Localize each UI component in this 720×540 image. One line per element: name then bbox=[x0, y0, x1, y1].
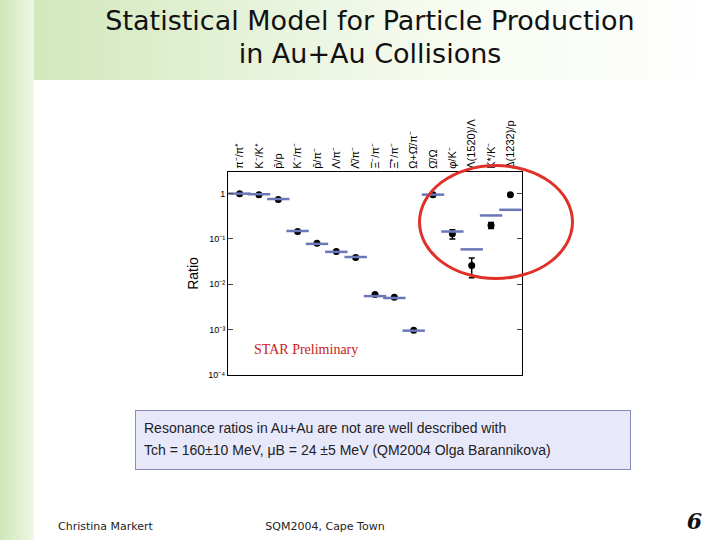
svg-text:K⁻/K⁺: K⁻/K⁺ bbox=[253, 143, 265, 169]
svg-text:Ω̄/Ω: Ω̄/Ω bbox=[427, 149, 439, 169]
html-text:6: 6 bbox=[686, 508, 702, 534]
svg-text:Λ/π⁻: Λ/π⁻ bbox=[330, 147, 342, 169]
svg-text:Ξ̄⁺/π⁻: Ξ̄⁺/π⁻ bbox=[388, 143, 400, 169]
html-text:in Au+Au Collisions: in Au+Au Collisions bbox=[238, 38, 502, 69]
svg-text:10⁻³: 10⁻³ bbox=[209, 325, 225, 335]
svg-text:10⁻²: 10⁻² bbox=[209, 279, 225, 289]
svg-text:φ/K⁻: φ/K⁻ bbox=[446, 147, 458, 169]
svg-text:10⁻¹: 10⁻¹ bbox=[209, 234, 225, 244]
svg-text:K*/K⁻: K*/K⁻ bbox=[485, 143, 497, 169]
svg-text:Ratio: Ratio bbox=[185, 257, 201, 290]
svg-text:p̄/π⁻: p̄/π⁻ bbox=[311, 148, 323, 169]
svg-text:Λ̄/π⁻: Λ̄/π⁻ bbox=[349, 147, 361, 169]
svg-text:π⁻/π⁺: π⁻/π⁺ bbox=[233, 143, 245, 169]
svg-text:10⁻⁴: 10⁻⁴ bbox=[208, 370, 225, 380]
svg-text:1: 1 bbox=[220, 189, 225, 199]
html-text:Statistical Model for Particle: Statistical Model for Particle Productio… bbox=[105, 5, 635, 36]
html-text:Tch = 160±10 MeV, μB = 24 ±5 M: Tch = 160±10 MeV, μB = 24 ±5 MeV (QM2004… bbox=[144, 442, 551, 458]
html-text:Christina Markert: Christina Markert bbox=[58, 520, 153, 533]
svg-text:Ξ⁻/π⁻: Ξ⁻/π⁻ bbox=[369, 143, 381, 169]
svg-text:K⁻/π⁻: K⁻/π⁻ bbox=[291, 143, 303, 169]
svg-text:Δ(1232)/p: Δ(1232)/p bbox=[504, 120, 516, 168]
svg-text:STAR Preliminary: STAR Preliminary bbox=[254, 342, 358, 357]
html-text:SQM2004, Cape Town: SQM2004, Cape Town bbox=[265, 520, 385, 533]
svg-text:p̄/p: p̄/p bbox=[272, 154, 284, 169]
html-text:Resonance ratios in Au+Au are: Resonance ratios in Au+Au are not are we… bbox=[144, 420, 507, 436]
svg-text:Ω+Ω̄/π⁻: Ω+Ω̄/π⁻ bbox=[407, 131, 419, 169]
svg-text:Λ(1520)/Λ: Λ(1520)/Λ bbox=[465, 119, 477, 169]
